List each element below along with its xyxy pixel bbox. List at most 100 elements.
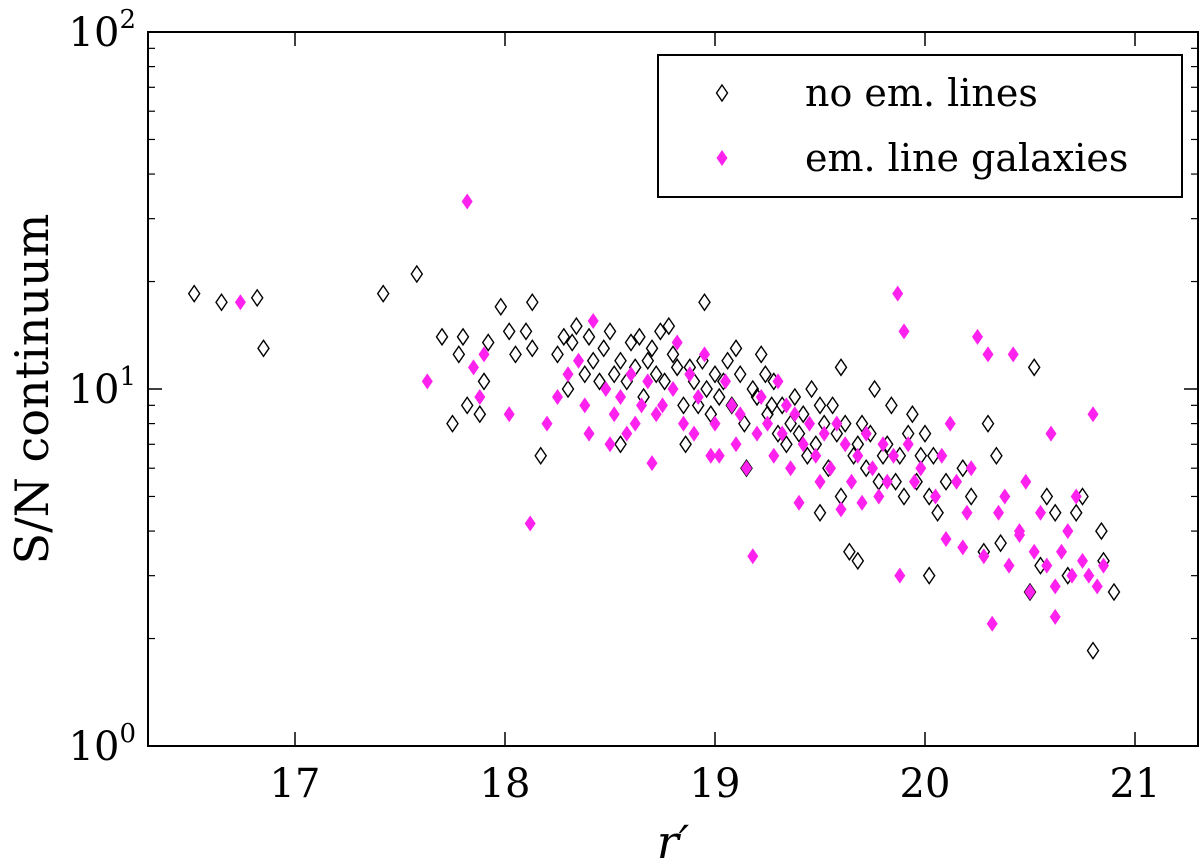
data-point (797, 436, 809, 453)
data-point (881, 473, 893, 490)
data-point (642, 373, 654, 390)
data-point (772, 373, 784, 390)
data-point (801, 446, 814, 466)
data-point (586, 351, 600, 370)
data-point (502, 322, 516, 341)
data-point (877, 436, 889, 453)
data-point (762, 415, 773, 432)
data-point (1091, 578, 1103, 595)
data-point (534, 446, 548, 466)
data-point (1107, 582, 1121, 602)
data-point (1028, 543, 1040, 560)
data-point (670, 358, 684, 377)
data-point (1020, 473, 1032, 490)
data-point (525, 292, 539, 312)
data-point (410, 264, 424, 284)
y-tick-label: 100 (69, 719, 136, 770)
data-point (839, 436, 851, 453)
data-point (994, 533, 1007, 553)
data-point (747, 548, 759, 565)
data-point (1045, 425, 1057, 442)
data-point (481, 333, 495, 352)
data-point (922, 566, 936, 585)
legend-label-no-em-lines: no em. lines (805, 71, 1038, 115)
data-point (951, 473, 962, 490)
axis-ticks (148, 31, 1198, 747)
data-point (754, 345, 768, 364)
data-point (1003, 557, 1015, 574)
data-point (494, 297, 508, 316)
data-point (666, 345, 680, 364)
data-point (234, 294, 246, 311)
data-point (1049, 608, 1061, 625)
data-point (646, 455, 658, 472)
data-point (678, 415, 689, 432)
data-point (604, 436, 616, 453)
data-point (641, 351, 655, 370)
data-point (477, 372, 491, 391)
legend-marker-em-line-galaxies (716, 150, 728, 166)
data-point (965, 460, 977, 477)
data-point (698, 292, 711, 312)
y-tick-label: 101 (69, 362, 136, 413)
data-point (759, 364, 772, 384)
data-point (939, 472, 953, 491)
data-point (944, 415, 956, 432)
data-point (721, 351, 734, 370)
data-point (964, 487, 978, 506)
data-point (986, 615, 998, 632)
data-point (524, 515, 536, 532)
data-point (688, 425, 700, 442)
data-point (677, 396, 690, 415)
legend-box (657, 54, 1183, 198)
data-point (614, 435, 627, 454)
data-point (1049, 578, 1061, 595)
data-point (573, 352, 584, 369)
data-point (831, 415, 843, 432)
data-point (579, 397, 591, 414)
data-point (852, 447, 864, 464)
data-point (679, 435, 692, 454)
data-point (561, 379, 575, 399)
data-point (720, 373, 731, 390)
data-point (838, 414, 852, 433)
data-point (461, 193, 473, 210)
data-point (788, 387, 802, 407)
data-point (570, 316, 583, 336)
data-point (796, 404, 810, 424)
legend-marker-no-em-lines (715, 83, 729, 103)
data-point (1077, 552, 1088, 569)
data-point (957, 539, 969, 556)
data-point (776, 425, 788, 442)
data-point (597, 339, 611, 358)
data-point (578, 364, 592, 384)
data-point (421, 373, 433, 390)
data-point (981, 414, 995, 433)
y-axis-label: S/N continuum (5, 214, 59, 565)
data-point (825, 460, 836, 477)
data-point (636, 397, 647, 414)
data-point (691, 396, 705, 415)
data-point (889, 472, 902, 491)
y-tick-label: 102 (69, 5, 136, 56)
data-point (662, 316, 676, 336)
data-point (257, 339, 270, 358)
data-point (583, 425, 595, 442)
data-point (1035, 504, 1046, 521)
data-point (1083, 567, 1095, 584)
data-point (804, 415, 815, 432)
data-point (851, 551, 865, 571)
data-point (1066, 567, 1078, 584)
data-point (593, 372, 606, 391)
data-point (909, 473, 920, 490)
data-point (1048, 503, 1062, 523)
data-point (726, 397, 738, 414)
data-point (187, 284, 201, 303)
data-point (936, 447, 948, 464)
data-point (813, 503, 827, 523)
data-point (888, 447, 899, 464)
data-point (733, 364, 747, 384)
data-point (654, 322, 667, 341)
data-point (452, 345, 466, 364)
